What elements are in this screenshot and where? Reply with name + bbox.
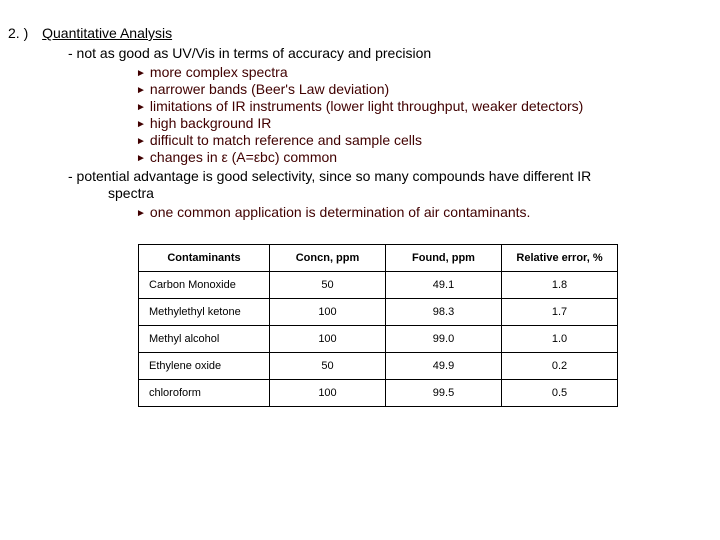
triangle-bullet-icon: ► — [136, 85, 146, 96]
col-header-found: Found, ppm — [386, 245, 502, 272]
cell-found: 49.1 — [386, 272, 502, 299]
cell-concn: 50 — [270, 353, 386, 380]
cell-concn: 100 — [270, 326, 386, 353]
col-header-contaminants: Contaminants — [139, 245, 270, 272]
cell-concn: 50 — [270, 272, 386, 299]
cell-contaminant: chloroform — [139, 380, 270, 407]
col-header-concn: Concn, ppm — [270, 245, 386, 272]
heading-line: 2. ) Quantitative Analysis — [8, 25, 712, 41]
cell-contaminant: Methylethyl ketone — [139, 299, 270, 326]
table-header-row: Contaminants Concn, ppm Found, ppm Relat… — [139, 245, 618, 272]
cell-contaminant: Carbon Monoxide — [139, 272, 270, 299]
cell-relerr: 1.7 — [502, 299, 618, 326]
bullet-text: changes in ε (A=εbc) common — [150, 149, 337, 165]
bullet-text: limitations of IR instruments (lower lig… — [150, 98, 583, 114]
cell-concn: 100 — [270, 380, 386, 407]
bullet-complex-spectra: ► more complex spectra — [136, 64, 712, 80]
cell-relerr: 1.8 — [502, 272, 618, 299]
table-row: chloroform 100 99.5 0.5 — [139, 380, 618, 407]
triangle-bullet-icon: ► — [136, 119, 146, 130]
section-title: Quantitative Analysis — [42, 25, 172, 41]
table-row: Ethylene oxide 50 49.9 0.2 — [139, 353, 618, 380]
triangle-bullet-icon: ► — [136, 102, 146, 113]
cell-found: 98.3 — [386, 299, 502, 326]
cell-relerr: 0.5 — [502, 380, 618, 407]
triangle-bullet-icon: ► — [136, 136, 146, 147]
bullet-narrower-bands: ► narrower bands (Beer's Law deviation) — [136, 81, 712, 97]
bullet-text: high background IR — [150, 115, 271, 131]
bullet-text: narrower bands (Beer's Law deviation) — [150, 81, 389, 97]
bullet-text: one common application is determination … — [150, 204, 531, 220]
cell-concn: 100 — [270, 299, 386, 326]
subpoint-advantage-b: spectra — [108, 185, 712, 201]
triangle-bullet-icon: ► — [136, 153, 146, 164]
bullet-text: difficult to match reference and sample … — [150, 132, 422, 148]
bullet-difficult-match: ► difficult to match reference and sample… — [136, 132, 712, 148]
cell-found: 99.5 — [386, 380, 502, 407]
bullet-limitations: ► limitations of IR instruments (lower li… — [136, 98, 712, 114]
cell-contaminant: Ethylene oxide — [139, 353, 270, 380]
cell-found: 49.9 — [386, 353, 502, 380]
table-row: Methyl alcohol 100 99.0 1.0 — [139, 326, 618, 353]
bullet-application: ► one common application is determination… — [136, 204, 712, 220]
bullet-high-background: ► high background IR — [136, 115, 712, 131]
contaminants-table: Contaminants Concn, ppm Found, ppm Relat… — [138, 244, 618, 407]
bullet-epsilon-changes: ► changes in ε (A=εbc) common — [136, 149, 712, 165]
cell-relerr: 1.0 — [502, 326, 618, 353]
bullet-text: more complex spectra — [150, 64, 288, 80]
section-number: 2. ) — [8, 25, 28, 41]
triangle-bullet-icon: ► — [136, 68, 146, 79]
cell-found: 99.0 — [386, 326, 502, 353]
subpoint-advantage-a: - potential advantage is good selectivit… — [68, 168, 712, 184]
col-header-relerr: Relative error, % — [502, 245, 618, 272]
table-row: Methylethyl ketone 100 98.3 1.7 — [139, 299, 618, 326]
cell-relerr: 0.2 — [502, 353, 618, 380]
subpoint-accuracy: - not as good as UV/Vis in terms of accu… — [68, 45, 712, 61]
cell-contaminant: Methyl alcohol — [139, 326, 270, 353]
table-row: Carbon Monoxide 50 49.1 1.8 — [139, 272, 618, 299]
slide-content: 2. ) Quantitative Analysis - not as good… — [0, 0, 720, 407]
triangle-bullet-icon: ► — [136, 208, 146, 219]
